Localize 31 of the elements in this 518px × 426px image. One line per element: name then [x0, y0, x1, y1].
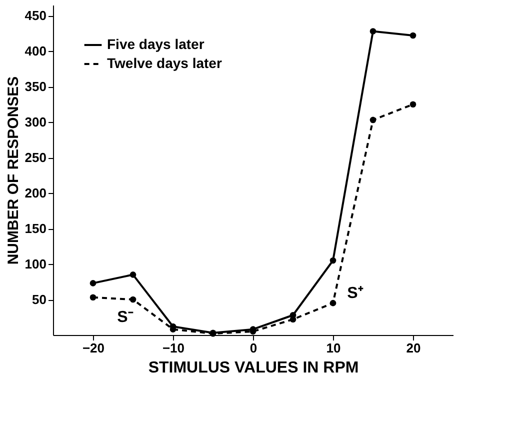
point: [370, 28, 376, 34]
point: [130, 272, 136, 278]
y-tick-label: 200: [24, 186, 46, 201]
x-tick-label: −10: [162, 340, 185, 356]
point: [410, 32, 416, 39]
x-tick-label: 0: [250, 340, 258, 356]
x-tick-label: 10: [326, 340, 341, 356]
point: [130, 296, 136, 303]
point: [90, 280, 96, 286]
y-tick-label: 150: [24, 221, 46, 236]
y-tick-label: 50: [32, 292, 46, 308]
x-tick-label: 20: [406, 340, 421, 356]
legend-label: Five days later: [107, 36, 205, 52]
point: [290, 316, 296, 323]
y-tick-label: 450: [24, 8, 46, 24]
point: [370, 116, 376, 124]
point: [330, 300, 336, 306]
point: [410, 101, 416, 108]
y-axis-title: NUMBER OF RESPONSES: [4, 76, 22, 265]
y-tick-label: 100: [24, 256, 46, 272]
x-axis-title: STIMULUS VALUES IN RPM: [148, 360, 359, 376]
x-tick-label: −20: [82, 340, 105, 356]
y-tick-label: 400: [24, 44, 46, 59]
annotation: S⁺: [347, 285, 364, 302]
point: [330, 257, 336, 264]
y-tick-label: 350: [24, 79, 46, 94]
y-tick-label: 250: [24, 150, 46, 166]
y-tick-label: 300: [24, 114, 46, 130]
legend-label: Twelve days later: [107, 55, 222, 71]
point: [90, 294, 96, 301]
annotation: S⁻: [117, 309, 134, 326]
